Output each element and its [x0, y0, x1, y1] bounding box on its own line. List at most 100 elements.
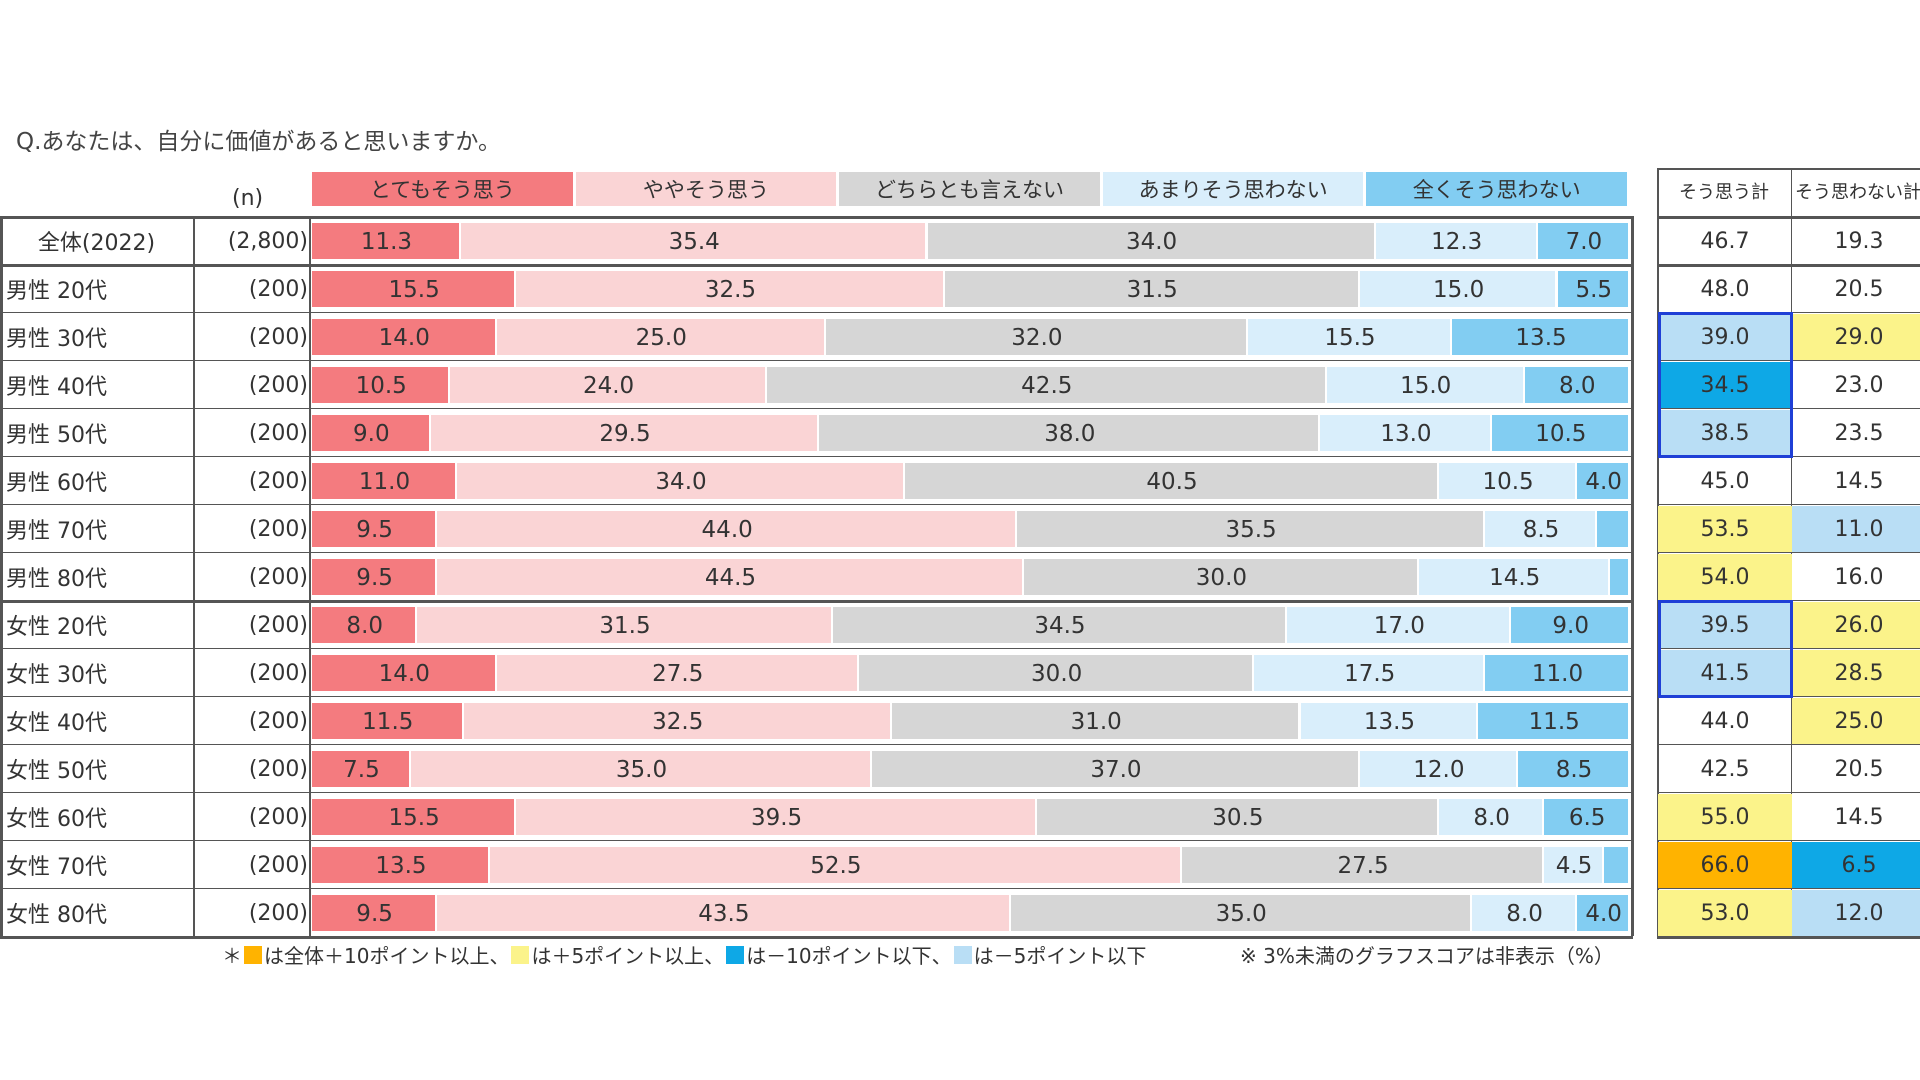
bar-value-label: 37.0 — [1090, 757, 1142, 783]
bar-value-label: 35.4 — [668, 229, 720, 255]
bar-value-label: 31.5 — [1126, 277, 1178, 303]
bar-segment — [1511, 607, 1628, 643]
highlight-box — [1658, 312, 1793, 458]
summary-row-line — [1657, 360, 1920, 361]
bar-segment — [312, 655, 495, 691]
summary-disagree-cell: 23.0 — [1834, 372, 1884, 398]
summary-disagree-cell: 12.0 — [1792, 890, 1920, 936]
bar-segment — [1017, 511, 1483, 547]
bar-segment — [1557, 271, 1628, 307]
bar-value-label: 13.5 — [1363, 709, 1416, 735]
row-n: (200) — [248, 276, 308, 302]
bar-value-label: 13.5 — [375, 853, 427, 879]
footnote-plus5: は＋5ポイント以上、 — [531, 944, 725, 968]
grid-row-line — [0, 600, 1633, 603]
bar-value-label: 7.0 — [1565, 229, 1603, 255]
summary-agree-cell: 54.0 — [1658, 554, 1792, 600]
bar-segment — [1544, 847, 1602, 883]
bar-segment — [1438, 463, 1576, 499]
row-n: (200) — [248, 804, 308, 830]
bar-value-label: 14.5 — [1489, 565, 1541, 591]
row-n: (200) — [248, 420, 308, 446]
bar-value-label: 44.0 — [701, 517, 753, 543]
summary-agree-cell: 53.0 — [1658, 890, 1792, 936]
bar-value-label: 42.5 — [1021, 373, 1073, 399]
bar-segment — [1359, 751, 1516, 787]
bar-segment — [1485, 655, 1628, 691]
bar-segment — [1254, 655, 1483, 691]
row-n: (200) — [248, 516, 308, 542]
summary-agree-cell: 42.5 — [1700, 756, 1750, 782]
summary-disagree-cell: 19.3 — [1834, 228, 1884, 254]
bar-value-label: 9.5 — [356, 901, 393, 927]
row-n: (200) — [248, 852, 308, 878]
bar-segment — [312, 847, 488, 883]
grid-row-line — [0, 888, 1633, 889]
bar-value-label: 32.5 — [652, 709, 704, 735]
summary-agree-cell: 39.5 — [1658, 602, 1792, 648]
summary-agree-cell: 55.0 — [1658, 794, 1792, 840]
grid-row-line — [0, 264, 1633, 267]
bar-value-label: 30.5 — [1212, 805, 1264, 831]
bar-segment — [832, 607, 1286, 643]
grid-row-line — [0, 360, 1633, 361]
bar-value-label: 9.0 — [353, 421, 390, 447]
bar-value-label: 31.0 — [1070, 709, 1122, 735]
bar-segment — [1419, 559, 1609, 595]
bar-value-label: 27.5 — [1337, 853, 1389, 879]
bar-segment — [1491, 415, 1628, 451]
summary-disagree-cell: 14.5 — [1834, 468, 1884, 494]
row-label: 男性 40代 — [6, 375, 107, 400]
bar-value-label: 11.5 — [362, 709, 414, 735]
bar-value-label: 43.5 — [698, 901, 750, 927]
bar-value-label: 9.5 — [356, 517, 393, 543]
row-n: (200) — [248, 324, 308, 350]
bar-segment — [1326, 367, 1523, 403]
bar-value-label: 34.0 — [1125, 229, 1178, 255]
bar-value-label: 10.5 — [1535, 421, 1587, 447]
legend-item-2: ややそう思う — [575, 172, 837, 206]
bar-segment — [1517, 751, 1628, 787]
bar-segment — [312, 271, 515, 307]
bar-value-label: 11.5 — [1528, 709, 1580, 735]
summary-row-line — [1657, 792, 1920, 793]
bar-value-label: 30.0 — [1031, 661, 1083, 687]
grid-right-line — [1631, 216, 1634, 936]
row-label: 男性 50代 — [6, 423, 107, 448]
bar-segment — [1537, 223, 1628, 259]
row-label: 男性 60代 — [6, 471, 107, 496]
bar-value-label: 40.5 — [1146, 469, 1198, 495]
summary-agree-cell: 38.5 — [1658, 410, 1792, 456]
bar-value-label: 12.3 — [1431, 229, 1483, 255]
bar-value-label: 52.5 — [810, 853, 862, 879]
bar-value-label: 32.0 — [1011, 325, 1063, 351]
bar-value-label: 25.0 — [635, 325, 687, 351]
summary-agree-cell: 44.0 — [1700, 708, 1750, 734]
plus5-swatch — [511, 945, 530, 964]
summary-row-line — [1657, 504, 1920, 505]
row-n: (200) — [248, 372, 308, 398]
row-n: (200) — [248, 900, 308, 926]
bar-segment — [463, 703, 890, 739]
bar-segment — [312, 319, 495, 355]
bar-value-label: 35.5 — [1225, 517, 1277, 543]
bar-segment — [1471, 895, 1576, 931]
legend-footnote: ＊ は全体＋10ポイント以上、 は＋5ポイント以上、 は－10ポイント以下、 は… — [222, 940, 1146, 969]
bar-segment — [516, 271, 943, 307]
bar-segment — [944, 271, 1358, 307]
row-label: 男性 30代 — [6, 327, 107, 352]
bar-segment — [312, 511, 436, 547]
row-label: 女性 50代 — [6, 759, 107, 784]
row-n: (200) — [248, 756, 308, 782]
footnote-plus10: は全体＋10ポイント以上、 — [264, 944, 510, 968]
question-title: Q.あなたは、自分に価値があると思いますか。 — [16, 129, 501, 155]
bar-segment — [1597, 511, 1628, 547]
bar-segment — [927, 223, 1374, 259]
bar-value-label: 24.0 — [582, 373, 635, 399]
bar-value-label: 27.5 — [652, 661, 704, 687]
bar-value-label: 4.0 — [1585, 901, 1622, 927]
summary-top-line — [1657, 168, 1920, 170]
bar-value-label: 10.5 — [355, 373, 407, 399]
bar-segment — [312, 751, 409, 787]
bar-segment — [1452, 319, 1628, 355]
